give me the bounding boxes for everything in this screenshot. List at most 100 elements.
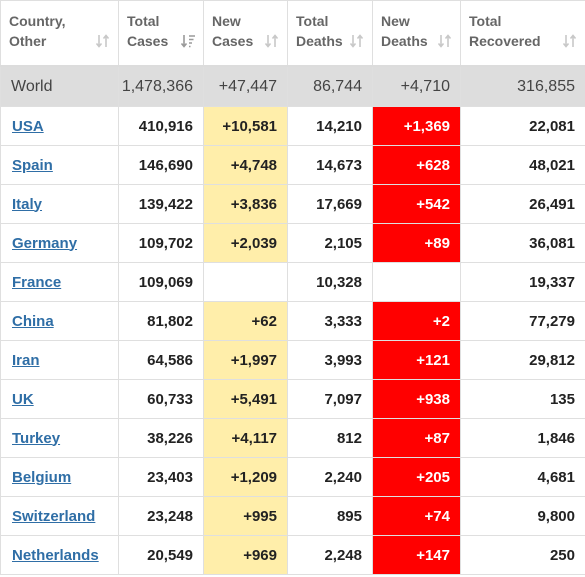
country-link[interactable]: France	[12, 273, 62, 291]
new-deaths-cell: +205	[372, 457, 461, 497]
header-new-cases[interactable]: New Cases	[203, 0, 288, 67]
total-deaths-cell: 2,248	[287, 535, 373, 575]
new-cases-cell	[203, 262, 288, 302]
world-new-deaths: +4,710	[372, 65, 461, 107]
total-recovered-cell: 48,021	[460, 145, 585, 185]
header-total-deaths-line1: Total	[296, 13, 329, 29]
total-recovered-cell: 29,812	[460, 340, 585, 380]
country-cell: UK	[0, 379, 119, 419]
header-country-line2: Other	[9, 33, 47, 49]
header-total-cases-line2: Cases	[127, 33, 169, 49]
total-deaths-cell: 14,210	[287, 106, 373, 146]
table-row: Italy 139,422 +3,836 17,669 +542 26,491	[0, 184, 585, 224]
total-cases-cell: 64,586	[118, 340, 204, 380]
new-deaths-cell: +87	[372, 418, 461, 458]
new-deaths-cell: +1,369	[372, 106, 461, 146]
sort-arrows-icon[interactable]	[563, 33, 577, 49]
header-new-deaths-line1: New	[381, 13, 410, 29]
table-row: Netherlands 20,549 +969 2,248 +147 250	[0, 535, 585, 575]
total-recovered-cell: 135	[460, 379, 585, 419]
sort-arrows-icon[interactable]	[265, 33, 279, 49]
new-deaths-cell: +2	[372, 301, 461, 341]
country-cell: Germany	[0, 223, 119, 263]
world-new-cases: +47,447	[203, 65, 288, 107]
total-cases-cell: 38,226	[118, 418, 204, 458]
new-deaths-cell: +628	[372, 145, 461, 185]
sort-arrows-icon[interactable]	[350, 33, 364, 49]
header-new-deaths[interactable]: New Deaths	[372, 0, 461, 67]
total-cases-cell: 81,802	[118, 301, 204, 341]
world-country: World	[0, 65, 119, 107]
country-link[interactable]: Spain	[12, 156, 53, 174]
total-deaths-cell: 7,097	[287, 379, 373, 419]
total-cases-cell: 23,403	[118, 457, 204, 497]
table-row: Spain 146,690 +4,748 14,673 +628 48,021	[0, 145, 585, 185]
header-total-recovered-line1: Total	[469, 13, 502, 29]
new-cases-cell: +10,581	[203, 106, 288, 146]
country-link[interactable]: China	[12, 312, 54, 330]
total-recovered-cell: 22,081	[460, 106, 585, 146]
country-link[interactable]: Netherlands	[12, 546, 99, 564]
header-total-recovered-line2: Recovered	[469, 33, 541, 49]
total-recovered-cell: 4,681	[460, 457, 585, 497]
total-deaths-cell: 3,333	[287, 301, 373, 341]
total-recovered-cell: 9,800	[460, 496, 585, 536]
country-link[interactable]: Germany	[12, 234, 78, 252]
country-link[interactable]: Switzerland	[12, 507, 96, 525]
table-row: Turkey 38,226 +4,117 812 +87 1,846	[0, 418, 585, 458]
country-cell: Belgium	[0, 457, 119, 497]
header-new-cases-line1: New	[212, 13, 241, 29]
country-link[interactable]: UK	[12, 390, 34, 408]
country-link[interactable]: Belgium	[12, 468, 72, 486]
total-recovered-cell: 250	[460, 535, 585, 575]
country-cell: China	[0, 301, 119, 341]
new-deaths-cell: +74	[372, 496, 461, 536]
sort-descending-icon[interactable]	[181, 33, 195, 49]
country-link[interactable]: Turkey	[12, 429, 61, 447]
table-row: Switzerland 23,248 +995 895 +74 9,800	[0, 496, 585, 536]
total-deaths-cell: 17,669	[287, 184, 373, 224]
country-link[interactable]: USA	[12, 117, 44, 135]
new-deaths-cell: +938	[372, 379, 461, 419]
table-row: USA 410,916 +10,581 14,210 +1,369 22,081	[0, 106, 585, 146]
header-total-deaths[interactable]: Total Deaths	[287, 0, 373, 67]
table-row: Belgium 23,403 +1,209 2,240 +205 4,681	[0, 457, 585, 497]
total-deaths-cell: 10,328	[287, 262, 373, 302]
total-deaths-cell: 14,673	[287, 145, 373, 185]
header-total-recovered[interactable]: Total Recovered	[460, 0, 585, 67]
country-cell: France	[0, 262, 119, 302]
sort-arrows-icon[interactable]	[438, 33, 452, 49]
header-total-cases-line1: Total	[127, 13, 160, 29]
total-deaths-cell: 812	[287, 418, 373, 458]
total-cases-cell: 109,702	[118, 223, 204, 263]
new-deaths-cell: +89	[372, 223, 461, 263]
total-cases-cell: 23,248	[118, 496, 204, 536]
total-cases-cell: 20,549	[118, 535, 204, 575]
new-cases-cell: +62	[203, 301, 288, 341]
total-cases-cell: 109,069	[118, 262, 204, 302]
country-link[interactable]: Iran	[12, 351, 40, 369]
new-cases-cell: +4,748	[203, 145, 288, 185]
header-country[interactable]: Country, Other	[0, 0, 119, 67]
world-total-recovered: 316,855	[460, 65, 585, 107]
new-deaths-cell: +121	[372, 340, 461, 380]
new-deaths-cell: +147	[372, 535, 461, 575]
table-row: UK 60,733 +5,491 7,097 +938 135	[0, 379, 585, 419]
total-cases-cell: 60,733	[118, 379, 204, 419]
total-deaths-cell: 2,240	[287, 457, 373, 497]
header-new-cases-line2: Cases	[212, 33, 254, 49]
header-new-deaths-line2: Deaths	[381, 33, 428, 49]
new-cases-cell: +4,117	[203, 418, 288, 458]
world-total-cases: 1,478,366	[118, 65, 204, 107]
new-deaths-cell	[372, 262, 461, 302]
total-cases-cell: 139,422	[118, 184, 204, 224]
table-row: China 81,802 +62 3,333 +2 77,279	[0, 301, 585, 341]
country-link[interactable]: Italy	[12, 195, 43, 213]
sort-arrows-icon[interactable]	[96, 33, 110, 49]
total-deaths-cell: 3,993	[287, 340, 373, 380]
header-total-cases[interactable]: Total Cases	[118, 0, 204, 67]
country-cell: Spain	[0, 145, 119, 185]
world-total-deaths: 86,744	[287, 65, 373, 107]
header-total-deaths-line2: Deaths	[296, 33, 343, 49]
